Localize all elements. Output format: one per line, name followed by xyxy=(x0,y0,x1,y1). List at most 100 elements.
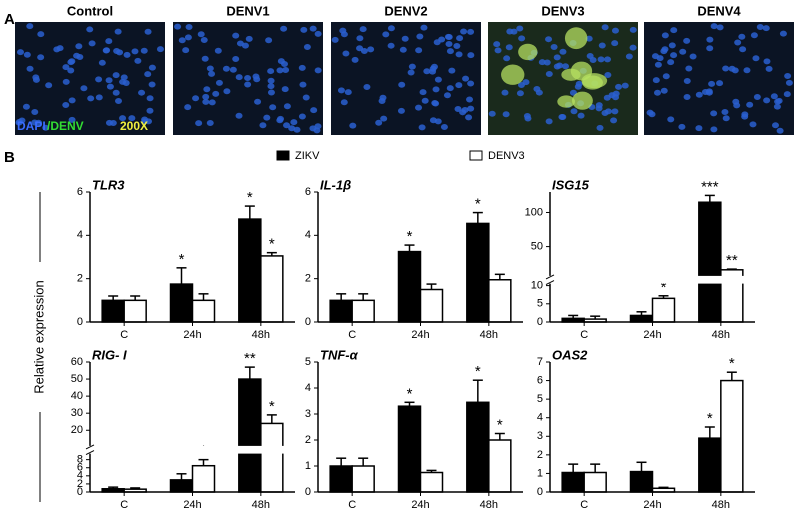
nucleus xyxy=(738,33,746,40)
bar xyxy=(123,299,147,323)
nucleus xyxy=(68,116,76,123)
y-tick-label: 0 xyxy=(537,316,543,328)
image-title: DENV1 xyxy=(226,3,269,18)
nucleus xyxy=(244,81,252,88)
nucleus xyxy=(331,36,339,43)
nucleus xyxy=(73,52,81,59)
nucleus xyxy=(23,51,31,58)
nucleus xyxy=(518,35,526,42)
infected-cell xyxy=(572,91,593,110)
nucleus xyxy=(734,39,742,46)
nucleus xyxy=(598,42,606,49)
nucleus xyxy=(202,93,210,100)
nucleus xyxy=(184,34,192,41)
legend-swatch xyxy=(276,150,290,161)
significance: * xyxy=(269,398,275,415)
nucleus xyxy=(280,25,288,32)
nucleus xyxy=(380,115,388,122)
nucleus xyxy=(752,55,760,62)
nucleus xyxy=(545,36,553,43)
nucleus xyxy=(431,100,439,107)
legend-label: ZIKV xyxy=(295,150,320,162)
nucleus xyxy=(716,80,724,87)
nucleus xyxy=(31,119,39,126)
bar xyxy=(191,299,216,323)
nucleus xyxy=(695,91,703,98)
y-tick-label: 3 xyxy=(305,408,311,420)
nucleus xyxy=(223,88,231,95)
bar xyxy=(698,201,722,323)
nucleus xyxy=(235,74,243,81)
y-tick-label: 5 xyxy=(537,298,543,310)
y-tick-label: 50 xyxy=(71,373,83,385)
bar xyxy=(629,314,654,323)
nucleus xyxy=(771,122,779,129)
infected-cell xyxy=(557,95,575,108)
nucleus xyxy=(53,46,61,53)
nucleus xyxy=(105,77,113,84)
x-tick-label: 48h xyxy=(712,329,730,341)
nucleus xyxy=(625,53,633,60)
nucleus xyxy=(174,23,182,30)
panel-label: A xyxy=(4,11,15,28)
x-tick-label: 48h xyxy=(480,329,498,341)
nucleus xyxy=(244,74,252,81)
y-tick-label: 5 xyxy=(305,356,311,368)
nucleus xyxy=(493,41,501,48)
nucleus xyxy=(503,55,511,62)
nucleus xyxy=(298,113,306,120)
x-tick-label: 24h xyxy=(183,499,201,511)
nucleus xyxy=(739,46,747,53)
nucleus xyxy=(382,31,390,38)
nucleus xyxy=(667,59,675,66)
nucleus xyxy=(208,70,216,77)
nucleus xyxy=(524,115,532,122)
nucleus xyxy=(254,98,262,105)
nucleus xyxy=(611,108,619,115)
bar xyxy=(397,405,422,493)
bar xyxy=(260,255,284,323)
bar xyxy=(238,218,262,323)
nucleus xyxy=(37,31,45,38)
nucleus xyxy=(462,75,470,82)
nucleus xyxy=(134,57,142,64)
nucleus xyxy=(303,43,311,50)
nucleus xyxy=(122,79,130,86)
bar xyxy=(329,299,353,323)
nucleus xyxy=(342,50,350,57)
x-tick-label: C xyxy=(120,499,128,511)
nucleus xyxy=(235,112,243,119)
y-tick-label: 3 xyxy=(537,430,543,442)
nucleus xyxy=(695,125,703,132)
nucleus xyxy=(750,32,758,39)
bar xyxy=(488,439,512,493)
nucleus xyxy=(203,86,211,93)
bar xyxy=(169,283,194,323)
significance: * xyxy=(475,196,481,213)
nucleus xyxy=(701,88,709,95)
nucleus xyxy=(753,93,761,100)
nucleus xyxy=(106,83,114,90)
y-tick-label: 0 xyxy=(77,486,83,498)
nucleus xyxy=(456,35,464,42)
nucleus xyxy=(683,37,691,44)
nucleus xyxy=(434,118,442,125)
nucleus xyxy=(604,72,612,79)
bar xyxy=(466,401,490,493)
nucleus xyxy=(629,26,637,33)
y-tick-label: 4 xyxy=(77,470,83,482)
nucleus xyxy=(259,122,267,129)
infected-cell xyxy=(561,68,581,81)
significance: * xyxy=(729,355,735,372)
nucleus xyxy=(302,94,310,101)
x-tick-label: 24h xyxy=(183,329,201,341)
chart-title: TNF-α xyxy=(320,347,359,362)
nucleus xyxy=(670,27,678,34)
x-tick-label: C xyxy=(348,329,356,341)
nucleus xyxy=(679,48,687,55)
nucleus xyxy=(775,97,783,104)
axis-break xyxy=(547,275,755,284)
nucleus xyxy=(86,26,94,33)
image-title: DENV3 xyxy=(541,3,584,18)
